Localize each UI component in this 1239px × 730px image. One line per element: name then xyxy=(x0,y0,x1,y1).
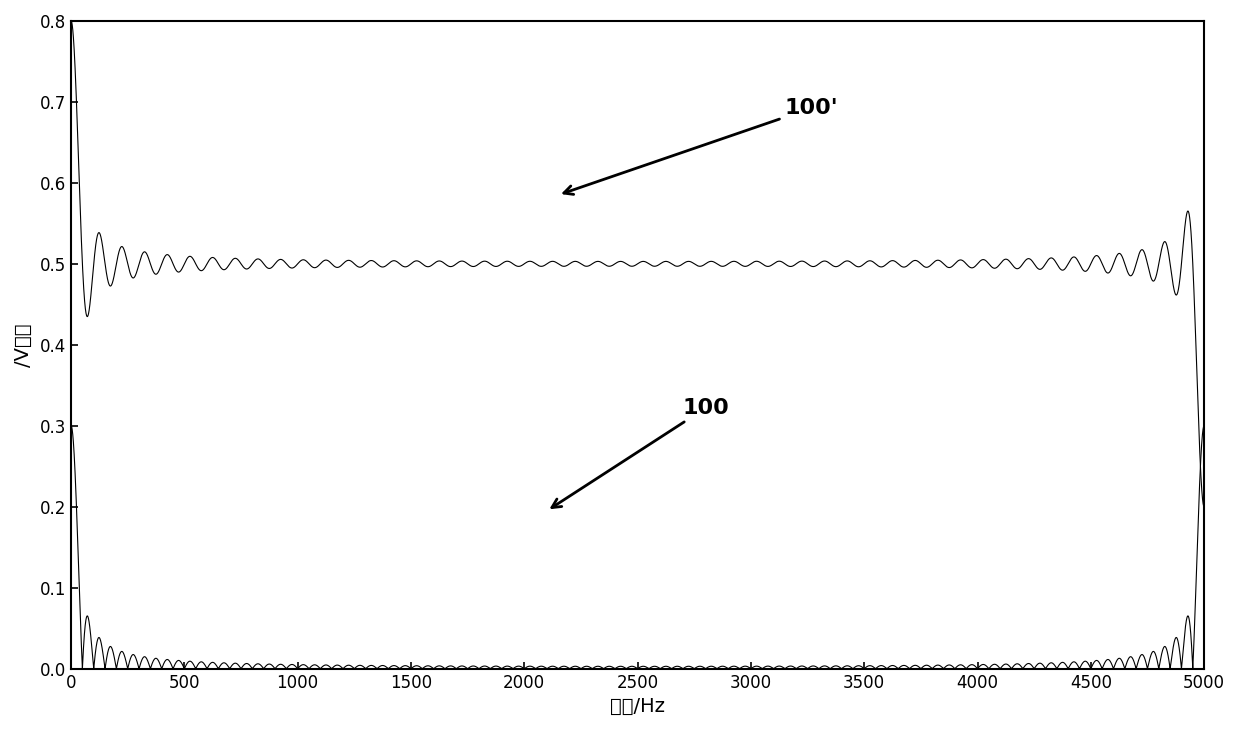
Text: 100: 100 xyxy=(551,398,730,507)
Text: 100': 100' xyxy=(564,98,839,194)
Y-axis label: /V幅値: /V幅値 xyxy=(14,323,33,366)
X-axis label: 频率/Hz: 频率/Hz xyxy=(610,697,665,716)
